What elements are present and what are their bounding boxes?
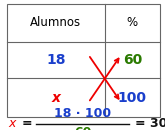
Text: Alumnos: Alumnos xyxy=(30,16,81,29)
Text: 60: 60 xyxy=(74,126,91,130)
Text: $x$: $x$ xyxy=(8,117,18,130)
Bar xyxy=(7,4,160,117)
Text: = 30: = 30 xyxy=(135,117,165,130)
Text: =: = xyxy=(21,117,32,130)
Text: 18: 18 xyxy=(46,53,66,67)
Text: x: x xyxy=(51,90,60,105)
Text: 60: 60 xyxy=(123,53,142,67)
Text: 100: 100 xyxy=(118,90,147,105)
Text: 18 · 100: 18 · 100 xyxy=(54,107,111,120)
Text: %: % xyxy=(127,16,138,29)
